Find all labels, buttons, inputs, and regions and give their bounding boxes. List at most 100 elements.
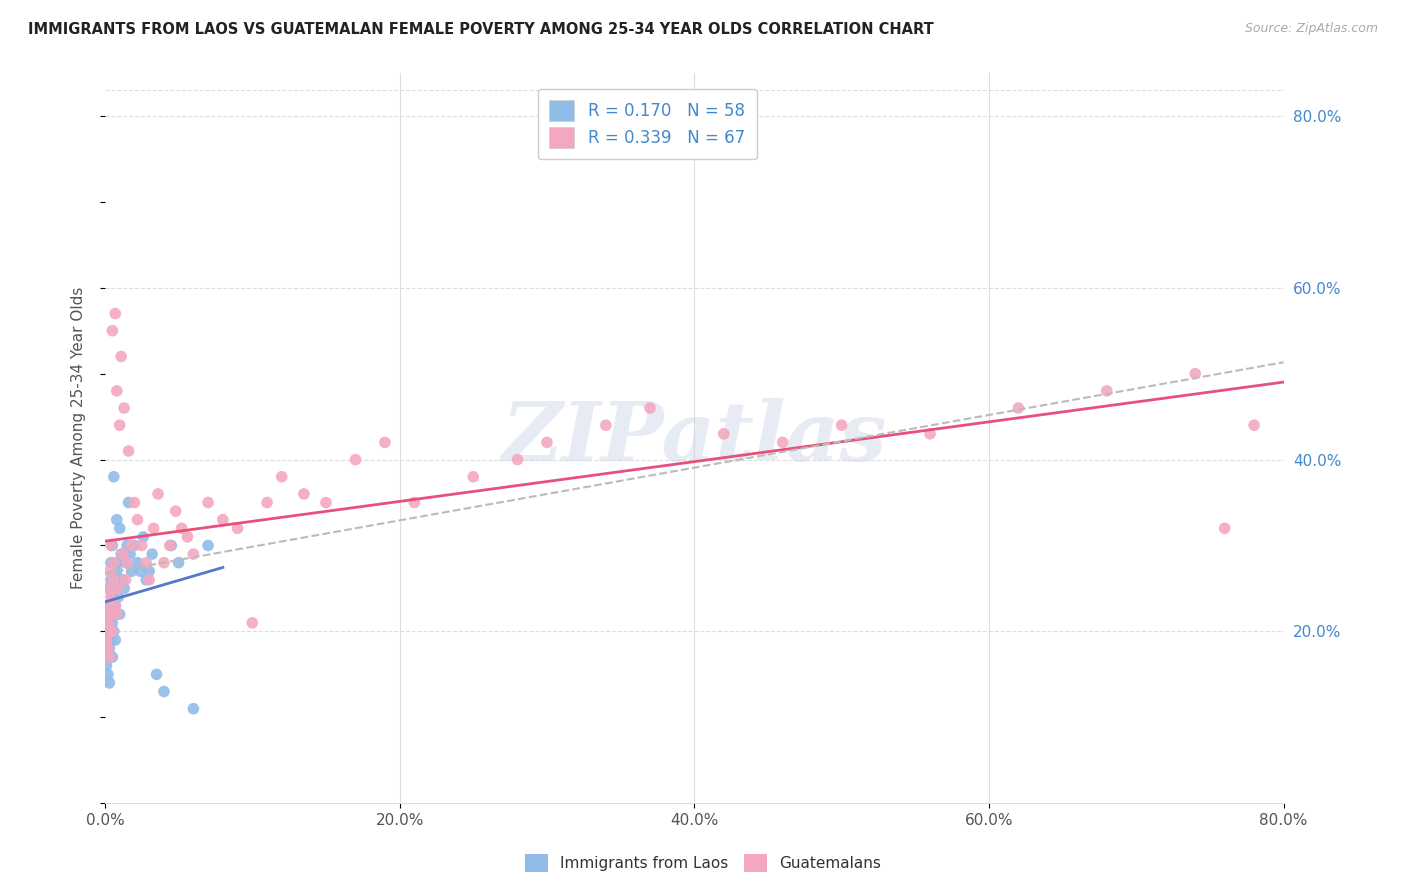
Point xyxy=(98,582,121,596)
Point xyxy=(176,530,198,544)
Point xyxy=(117,444,139,458)
Point xyxy=(170,521,193,535)
Point xyxy=(105,384,128,398)
Point xyxy=(197,539,219,553)
Point xyxy=(160,539,183,553)
Point xyxy=(101,590,124,604)
Legend: Immigrants from Laos, Guatemalans: Immigrants from Laos, Guatemalans xyxy=(517,846,889,880)
Point xyxy=(103,469,125,483)
Point xyxy=(105,607,128,622)
Point xyxy=(98,641,121,656)
Point xyxy=(127,513,149,527)
Point xyxy=(256,495,278,509)
Point xyxy=(270,469,292,483)
Point xyxy=(112,401,135,415)
Point xyxy=(101,324,124,338)
Point xyxy=(772,435,794,450)
Point xyxy=(135,556,157,570)
Point xyxy=(103,573,125,587)
Point xyxy=(97,599,120,613)
Point xyxy=(142,521,165,535)
Point xyxy=(404,495,426,509)
Point xyxy=(118,547,141,561)
Point xyxy=(96,658,118,673)
Point xyxy=(101,650,124,665)
Point xyxy=(114,556,136,570)
Point xyxy=(97,615,120,630)
Point xyxy=(96,607,118,622)
Point xyxy=(145,667,167,681)
Point xyxy=(97,667,120,681)
Point xyxy=(97,650,120,665)
Point xyxy=(713,426,735,441)
Point xyxy=(96,641,118,656)
Point xyxy=(167,556,190,570)
Point xyxy=(1184,367,1206,381)
Point xyxy=(121,564,143,578)
Point xyxy=(101,624,124,639)
Point xyxy=(98,650,121,665)
Point xyxy=(536,435,558,450)
Point xyxy=(100,607,122,622)
Text: ZIPatlas: ZIPatlas xyxy=(502,398,887,478)
Point xyxy=(115,539,138,553)
Point xyxy=(103,624,125,639)
Point xyxy=(100,539,122,553)
Point xyxy=(111,547,134,561)
Point xyxy=(98,607,121,622)
Point xyxy=(104,306,127,320)
Point xyxy=(117,495,139,509)
Point xyxy=(103,582,125,596)
Point xyxy=(240,615,263,630)
Point xyxy=(129,564,152,578)
Point xyxy=(127,556,149,570)
Point xyxy=(138,564,160,578)
Point xyxy=(146,487,169,501)
Point xyxy=(121,539,143,553)
Point xyxy=(105,513,128,527)
Point xyxy=(159,539,181,553)
Point xyxy=(100,624,122,639)
Point xyxy=(111,573,134,587)
Point xyxy=(135,573,157,587)
Point xyxy=(101,607,124,622)
Point xyxy=(831,418,853,433)
Point xyxy=(165,504,187,518)
Point xyxy=(100,573,122,587)
Point xyxy=(183,547,205,561)
Point xyxy=(918,426,941,441)
Point xyxy=(101,599,124,613)
Point xyxy=(108,418,131,433)
Point xyxy=(108,607,131,622)
Text: Source: ZipAtlas.com: Source: ZipAtlas.com xyxy=(1244,22,1378,36)
Point xyxy=(101,615,124,630)
Point xyxy=(292,487,315,501)
Point xyxy=(97,615,120,630)
Point xyxy=(97,641,120,656)
Point xyxy=(110,547,132,561)
Point xyxy=(97,582,120,596)
Point xyxy=(112,582,135,596)
Point xyxy=(197,495,219,509)
Point xyxy=(374,435,396,450)
Legend: R = 0.170   N = 58, R = 0.339   N = 67: R = 0.170 N = 58, R = 0.339 N = 67 xyxy=(537,88,756,160)
Point xyxy=(104,632,127,647)
Point xyxy=(108,521,131,535)
Point xyxy=(103,607,125,622)
Point xyxy=(183,702,205,716)
Point xyxy=(97,632,120,647)
Point xyxy=(138,573,160,587)
Point xyxy=(98,624,121,639)
Point xyxy=(595,418,617,433)
Point xyxy=(105,582,128,596)
Point xyxy=(107,590,129,604)
Point xyxy=(153,684,176,698)
Text: IMMIGRANTS FROM LAOS VS GUATEMALAN FEMALE POVERTY AMONG 25-34 YEAR OLDS CORRELAT: IMMIGRANTS FROM LAOS VS GUATEMALAN FEMAL… xyxy=(28,22,934,37)
Point xyxy=(124,495,146,509)
Point xyxy=(96,632,118,647)
Point xyxy=(315,495,337,509)
Point xyxy=(101,539,124,553)
Point xyxy=(96,607,118,622)
Point xyxy=(1213,521,1236,535)
Point xyxy=(1095,384,1118,398)
